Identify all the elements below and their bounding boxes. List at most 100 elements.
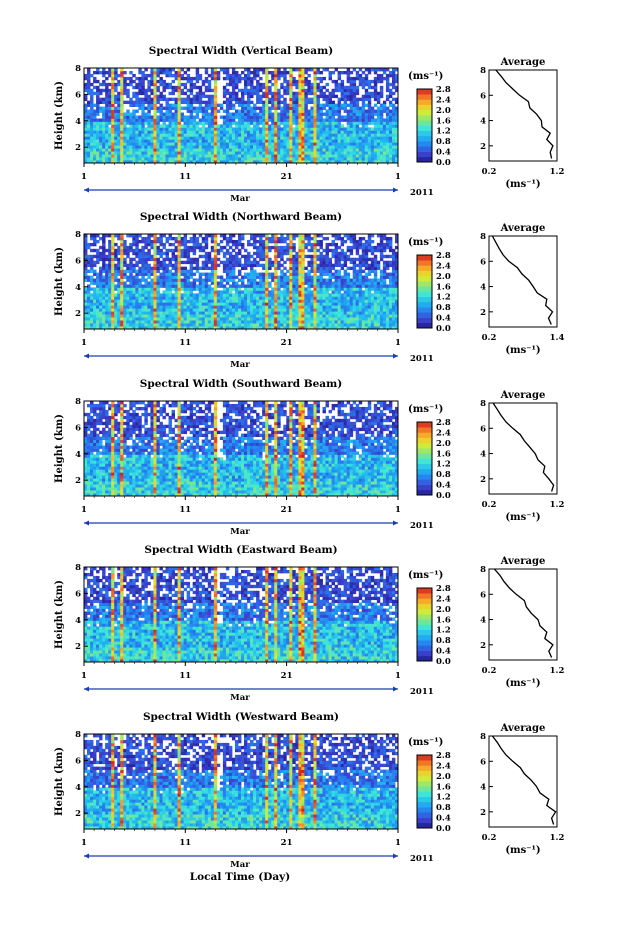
heatmap-cells xyxy=(84,401,399,497)
profile-line xyxy=(491,235,554,325)
colorbar-tick-label: 1.6 xyxy=(436,116,451,126)
heatmap-cells xyxy=(84,68,399,164)
x-tick-label: 11 xyxy=(179,671,191,681)
colorbar-tick-label: 0.4 xyxy=(436,148,451,158)
colorbar-tick-label: 1.2 xyxy=(436,626,451,636)
colorbar-unit: (ms⁻¹) xyxy=(408,71,443,82)
profile-unit: (ms⁻¹) xyxy=(505,345,540,356)
panel-title: Spectral Width (Westward Beam) xyxy=(143,711,339,723)
colorbar: 0.00.40.81.21.62.02.42.8 xyxy=(416,584,451,667)
colorbar-tick-label: 0.8 xyxy=(436,303,451,313)
colorbar: 0.00.40.81.21.62.02.42.8 xyxy=(416,251,451,334)
profile-title: Average xyxy=(500,556,546,567)
colorbar-unit: (ms⁻¹) xyxy=(408,737,443,748)
profile-y-tick-label: 6 xyxy=(480,257,486,267)
panel-title: Spectral Width (Eastward Beam) xyxy=(144,544,337,556)
y-tick-label: 4 xyxy=(75,616,81,626)
x-tick-label: 1 xyxy=(81,838,87,848)
profile-y-tick-label: 4 xyxy=(480,783,486,793)
colorbar-tick-label: 2.4 xyxy=(436,594,451,604)
x-tick-label: 1 xyxy=(81,338,87,348)
colorbar-tick-label: 2.8 xyxy=(436,418,451,428)
x-tick-label: 21 xyxy=(281,338,293,348)
panel-2: Spectral Width (Northward Beam) 2 4 6 8 Heigh… xyxy=(54,211,564,370)
colorbar-tick-label: 1.6 xyxy=(436,282,451,292)
average-profile: Average 2 4 6 8 0.2 1.2 (ms⁻¹) xyxy=(480,390,564,523)
y-tick-label: 6 xyxy=(75,756,81,766)
colorbar-tick-label: 2.4 xyxy=(436,761,451,771)
x-tick-label: 1 xyxy=(395,338,401,348)
profile-y-tick-label: 2 xyxy=(480,475,486,485)
colorbar-tick-label: 0.0 xyxy=(436,491,451,501)
colorbar-tick-label: 0.4 xyxy=(436,481,451,491)
plot-frame xyxy=(83,566,399,663)
panel-1: Spectral Width (Vertical Beam) 2 4 6 8 Height… xyxy=(54,45,564,204)
x-tick-label: 1 xyxy=(81,505,87,515)
colorbar: 0.00.40.81.21.62.02.42.8 xyxy=(416,418,451,501)
colorbar-tick-label: 1.2 xyxy=(436,127,451,137)
colorbar-tick-label: 2.0 xyxy=(436,439,451,449)
x-tick-label: 1 xyxy=(395,671,401,681)
panel-3: Spectral Width (Southward Beam) 2 4 6 8 Heigh… xyxy=(54,378,564,537)
panel-title: Spectral Width (Northward Beam) xyxy=(140,211,342,223)
profile-title: Average xyxy=(500,223,546,234)
profile-y-tick-label: 6 xyxy=(480,590,486,600)
profile-y-tick-label: 2 xyxy=(480,641,486,651)
x-tick-label: 1 xyxy=(81,671,87,681)
profile-y-tick-label: 4 xyxy=(480,616,486,626)
colorbar-tick-label: 0.0 xyxy=(436,324,451,334)
profile-x-tick-label: 1.2 xyxy=(550,500,565,510)
profile-title: Average xyxy=(500,57,546,68)
panel-4: Spectral Width (Eastward Beam) 2 4 6 8 Height… xyxy=(54,544,564,703)
colorbar-unit: (ms⁻¹) xyxy=(408,404,443,415)
heatmap-cells xyxy=(84,567,399,663)
profile-line xyxy=(493,568,554,658)
profile-x-tick-label: 1.4 xyxy=(550,333,565,343)
y-tick-label: 8 xyxy=(75,563,81,573)
profile-y-tick-label: 8 xyxy=(480,66,486,76)
y-tick-label: 2 xyxy=(75,309,81,319)
colorbar-tick-label: 2.4 xyxy=(436,95,451,105)
profile-unit: (ms⁻¹) xyxy=(505,678,540,689)
colorbar-tick-label: 0.8 xyxy=(436,137,451,147)
y-tick-label: 8 xyxy=(75,64,81,74)
x-tick-label: 11 xyxy=(179,338,191,348)
profile-y-tick-label: 8 xyxy=(480,232,486,242)
colorbar-tick-label: 1.6 xyxy=(436,782,451,792)
colorbar-tick-label: 0.4 xyxy=(436,647,451,657)
x-tick-label: 21 xyxy=(281,838,293,848)
x-tick-label: 11 xyxy=(179,838,191,848)
colorbar-tick-label: 2.0 xyxy=(436,772,451,782)
x-tick-label: 11 xyxy=(179,505,191,515)
y-axis-label: Height (km) xyxy=(54,580,65,649)
x-tick-label: 1 xyxy=(81,172,87,182)
panel-title: Spectral Width (Vertical Beam) xyxy=(149,45,333,57)
y-tick-label: 4 xyxy=(75,283,81,293)
month-label: Mar xyxy=(230,860,250,870)
colorbar-tick-label: 2.4 xyxy=(436,428,451,438)
colorbar-tick-label: 1.2 xyxy=(436,793,451,803)
y-tick-label: 2 xyxy=(75,642,81,652)
month-label: Mar xyxy=(230,527,250,537)
colorbar-tick-label: 0.8 xyxy=(436,470,451,480)
plot-frame xyxy=(83,733,399,830)
y-tick-label: 8 xyxy=(75,730,81,740)
panel-5: Spectral Width (Westward Beam) 2 4 6 8 Height… xyxy=(54,711,564,870)
colorbar-tick-label: 1.2 xyxy=(436,293,451,303)
colorbar-unit: (ms⁻¹) xyxy=(408,570,443,581)
x-tick-label: 1 xyxy=(395,172,401,182)
profile-unit: (ms⁻¹) xyxy=(505,179,540,190)
colorbar-tick-label: 0.0 xyxy=(436,824,451,834)
colorbar-tick-label: 0.4 xyxy=(436,314,451,324)
profile-title: Average xyxy=(500,390,546,401)
profile-unit: (ms⁻¹) xyxy=(505,512,540,523)
colorbar: 0.00.40.81.21.62.02.42.8 xyxy=(416,751,451,834)
year-label: 2011 xyxy=(410,521,434,531)
average-profile: Average 2 4 6 8 0.2 1.4 (ms⁻¹) xyxy=(480,223,564,356)
y-tick-label: 2 xyxy=(75,809,81,819)
year-label: 2011 xyxy=(410,354,434,364)
year-label: 2011 xyxy=(410,188,434,198)
colorbar-tick-label: 0.0 xyxy=(436,657,451,667)
profile-y-tick-label: 6 xyxy=(480,91,486,101)
average-profile: Average 2 4 6 8 0.2 1.2 (ms⁻¹) xyxy=(480,723,564,856)
